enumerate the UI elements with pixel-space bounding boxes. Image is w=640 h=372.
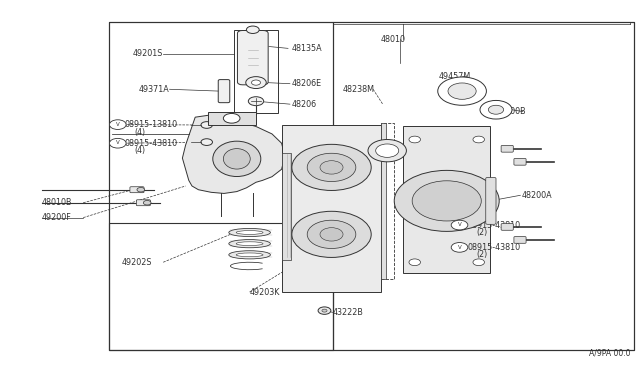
Circle shape xyxy=(451,243,468,252)
Text: 49202S: 49202S xyxy=(122,258,152,267)
Circle shape xyxy=(201,122,212,128)
Circle shape xyxy=(376,144,399,157)
Circle shape xyxy=(412,181,481,221)
Text: V: V xyxy=(458,244,461,250)
Circle shape xyxy=(292,211,371,257)
Text: A/9PA 00.0: A/9PA 00.0 xyxy=(589,348,630,357)
Circle shape xyxy=(394,170,499,231)
Text: 48200B: 48200B xyxy=(496,107,527,116)
FancyBboxPatch shape xyxy=(136,200,150,206)
Polygon shape xyxy=(403,126,490,273)
Text: 48010B: 48010B xyxy=(42,198,72,207)
Text: 49457M: 49457M xyxy=(438,72,470,81)
FancyBboxPatch shape xyxy=(514,237,526,243)
Circle shape xyxy=(320,161,343,174)
Text: 48200A: 48200A xyxy=(522,191,552,200)
Circle shape xyxy=(451,220,468,230)
Text: 49371A: 49371A xyxy=(139,85,170,94)
FancyBboxPatch shape xyxy=(486,177,496,224)
Circle shape xyxy=(252,80,260,85)
Text: 48238M: 48238M xyxy=(342,85,374,94)
Text: 48135A: 48135A xyxy=(291,44,322,53)
Text: 48206: 48206 xyxy=(291,100,316,109)
Ellipse shape xyxy=(229,240,271,248)
Polygon shape xyxy=(282,125,381,292)
Text: 49200F: 49200F xyxy=(42,213,71,222)
Circle shape xyxy=(246,77,266,89)
FancyBboxPatch shape xyxy=(218,80,230,103)
Circle shape xyxy=(318,307,331,314)
FancyBboxPatch shape xyxy=(130,187,144,193)
Ellipse shape xyxy=(212,141,261,177)
Text: V: V xyxy=(458,222,461,227)
Circle shape xyxy=(368,140,406,162)
FancyBboxPatch shape xyxy=(208,112,256,125)
Text: 08915-43810: 08915-43810 xyxy=(125,139,178,148)
Circle shape xyxy=(201,139,212,145)
Text: (4): (4) xyxy=(134,146,145,155)
FancyBboxPatch shape xyxy=(501,145,513,152)
Text: (4): (4) xyxy=(134,128,145,137)
Circle shape xyxy=(292,144,371,190)
Circle shape xyxy=(480,100,512,119)
Circle shape xyxy=(488,105,504,114)
Circle shape xyxy=(223,113,240,123)
Polygon shape xyxy=(182,115,285,193)
Circle shape xyxy=(473,136,484,143)
Polygon shape xyxy=(381,123,386,279)
Circle shape xyxy=(109,138,126,148)
Ellipse shape xyxy=(236,253,263,257)
Circle shape xyxy=(409,259,420,266)
Text: 43222B: 43222B xyxy=(333,308,364,317)
Circle shape xyxy=(307,220,356,248)
Text: 49201S: 49201S xyxy=(133,49,163,58)
Circle shape xyxy=(320,228,343,241)
Ellipse shape xyxy=(236,242,263,246)
Circle shape xyxy=(438,77,486,105)
Text: V: V xyxy=(116,140,120,145)
Circle shape xyxy=(137,187,145,192)
Circle shape xyxy=(307,153,356,182)
Circle shape xyxy=(409,136,420,143)
Circle shape xyxy=(473,259,484,266)
Text: 48206E: 48206E xyxy=(291,79,321,88)
Circle shape xyxy=(248,97,264,106)
Text: V: V xyxy=(116,122,120,127)
Ellipse shape xyxy=(223,149,250,169)
FancyBboxPatch shape xyxy=(237,31,268,85)
FancyBboxPatch shape xyxy=(514,158,526,165)
Text: (2): (2) xyxy=(477,250,488,259)
Text: 48010: 48010 xyxy=(381,35,406,44)
Text: (2): (2) xyxy=(477,228,488,237)
Text: 08915-43810: 08915-43810 xyxy=(467,221,520,230)
Ellipse shape xyxy=(229,251,271,259)
Circle shape xyxy=(448,83,476,99)
FancyBboxPatch shape xyxy=(501,224,513,230)
Circle shape xyxy=(143,201,151,205)
Text: 08915-13810: 08915-13810 xyxy=(125,120,178,129)
Text: 49203K: 49203K xyxy=(250,288,280,296)
Circle shape xyxy=(322,309,327,312)
Ellipse shape xyxy=(236,231,263,234)
Ellipse shape xyxy=(229,228,271,237)
Circle shape xyxy=(109,120,126,129)
Circle shape xyxy=(246,26,259,33)
Text: 08915-43810: 08915-43810 xyxy=(467,243,520,252)
Polygon shape xyxy=(282,153,291,260)
